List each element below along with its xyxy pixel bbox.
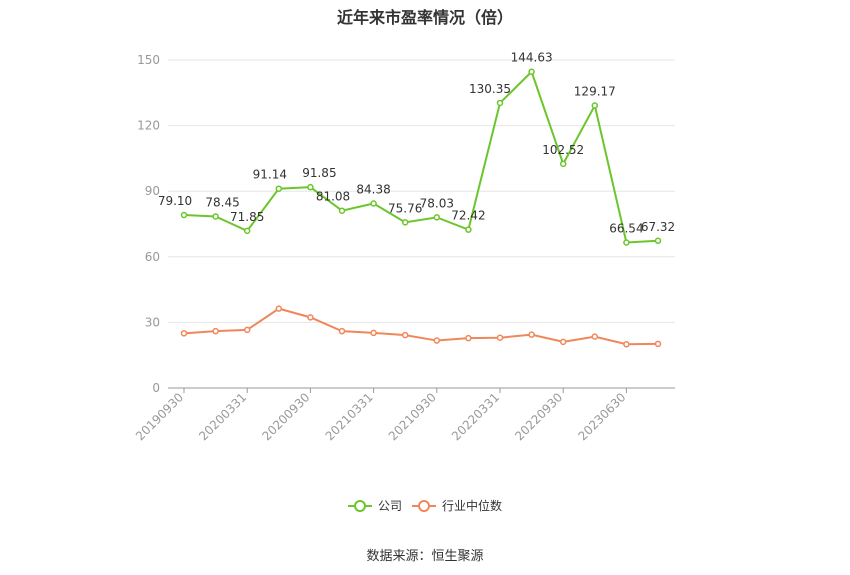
data-label: 67.32 xyxy=(641,220,675,234)
company-series-point xyxy=(370,200,377,207)
industry-median-series-point xyxy=(370,329,377,337)
data-label: 78.03 xyxy=(420,196,454,210)
industry-median-series-point xyxy=(401,331,409,339)
industry-median-series-point xyxy=(591,333,599,340)
industry-median-series-point xyxy=(212,327,219,335)
chart-title: 近年来市盈率情况（倍） xyxy=(336,8,513,27)
company-series-point xyxy=(401,219,409,226)
industry-median-series-point xyxy=(307,314,314,321)
data-label: 71.85 xyxy=(230,210,264,224)
data-label: 91.14 xyxy=(253,168,287,182)
industry-median-series-point xyxy=(465,334,472,342)
data-label: 130.35 xyxy=(469,82,511,96)
data-label: 84.38 xyxy=(356,182,390,196)
industry-median-series-point xyxy=(654,340,662,348)
data-label: 81.08 xyxy=(316,190,350,204)
y-tick-label: 0 xyxy=(152,381,160,395)
company-series-point xyxy=(528,68,535,75)
x-tick-label: 20190930 xyxy=(133,390,186,443)
company-series-point xyxy=(243,227,251,235)
y-tick-label: 90 xyxy=(145,184,160,198)
x-tick-label: 20220930 xyxy=(512,390,565,443)
data-label: 129.17 xyxy=(574,85,616,99)
company-series-point xyxy=(496,99,504,107)
industry-median-series-point xyxy=(180,330,188,337)
x-tick-label: 20220331 xyxy=(449,390,502,443)
company-series-point xyxy=(433,214,441,221)
y-tick-label: 150 xyxy=(137,53,160,67)
data-label: 75.76 xyxy=(388,201,422,215)
industry-median-series-line xyxy=(183,307,659,346)
company-series-point xyxy=(338,207,346,214)
legend-industry-label: 行业中位数 xyxy=(442,498,502,513)
industry-median-series-point xyxy=(528,331,535,338)
data-label: 72.42 xyxy=(451,209,485,223)
industry-median-series-point xyxy=(275,305,283,312)
company-series-point xyxy=(275,185,283,192)
y-tick-label: 120 xyxy=(137,119,160,133)
x-tick-label: 20200930 xyxy=(259,390,312,443)
x-tick-label: 20210331 xyxy=(323,390,376,443)
industry-median-series-point xyxy=(559,338,567,346)
x-tick-label: 20210930 xyxy=(386,390,439,443)
company-series-point xyxy=(212,213,219,220)
industry-median-series-point xyxy=(243,326,251,334)
data-source: 数据来源：恒生聚源 xyxy=(366,549,484,564)
industry-median-series-point xyxy=(433,337,441,344)
y-tick-label: 30 xyxy=(145,315,160,329)
legend-industry-marker xyxy=(418,500,430,512)
data-label: 79.10 xyxy=(158,194,192,208)
data-label: 66.54 xyxy=(609,221,643,235)
company-series-point xyxy=(559,160,567,168)
y-tick-label: 60 xyxy=(145,250,160,264)
data-label: 91.85 xyxy=(302,166,336,180)
legend-company-marker xyxy=(354,500,366,512)
company-series-point xyxy=(307,183,314,191)
industry-median-series-point xyxy=(338,327,346,335)
company-series-line xyxy=(183,69,659,244)
industry-median-series-point xyxy=(623,341,630,348)
company-series-point xyxy=(180,211,188,219)
x-tick-label: 20230630 xyxy=(575,390,628,443)
data-label: 144.63 xyxy=(511,51,553,65)
data-label: 102.52 xyxy=(542,143,584,157)
company-series-point xyxy=(465,226,472,233)
x-tick-label: 20200331 xyxy=(196,390,249,443)
company-series-point xyxy=(591,102,599,109)
company-series-point xyxy=(623,239,630,246)
data-label: 78.45 xyxy=(205,195,239,209)
company-series-point xyxy=(654,237,662,245)
industry-median-series-point xyxy=(496,334,504,341)
legend-company-label: 公司 xyxy=(378,499,402,513)
